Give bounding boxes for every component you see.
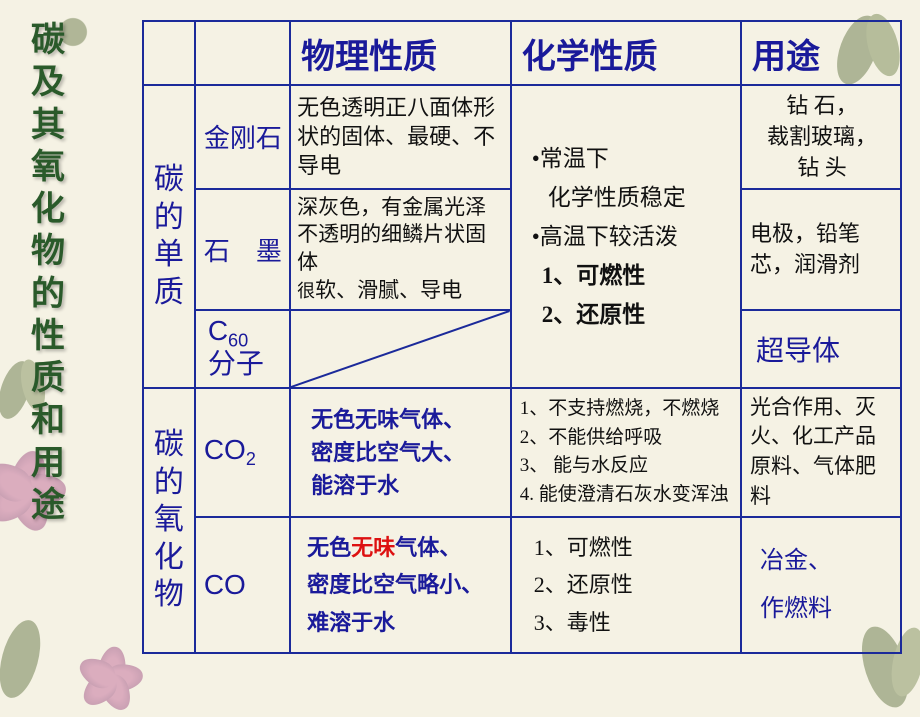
table-row: CO 无色无味气体、 密度比空气略小、 难溶于水 1、可燃性 2、还原性 3、毒… — [143, 517, 901, 653]
physical-c60-empty — [290, 310, 511, 388]
substance-name-graphite: 石 墨 — [195, 189, 290, 310]
title-char: 氧 — [28, 147, 68, 188]
title-char: 及 — [28, 62, 68, 103]
use-co: 冶金、 作燃料 — [748, 537, 894, 633]
substance-name-co2: CO2 — [195, 388, 290, 517]
chemical-elemental-carbon: •常温下 化学性质稳定 •高温下较活泼 1、可燃性 2、还原性 — [518, 139, 734, 334]
title-char: 其 — [28, 105, 68, 146]
title-char: 途 — [28, 485, 68, 526]
header-chemical: 化学性质 — [511, 21, 741, 85]
title-char: 碳 — [28, 20, 68, 61]
title-char: 用 — [28, 443, 68, 484]
physical-co: 无色无味气体、 密度比空气略小、 难溶于水 — [297, 529, 504, 641]
title-char: 和 — [28, 400, 68, 441]
header-empty-1 — [143, 21, 195, 85]
substance-name-c60: C60 分子 — [204, 316, 283, 381]
chem-line: 1、可燃性 — [528, 256, 734, 295]
chem-line: 2、还原性 — [528, 295, 734, 334]
table-row: 碳的氧化物 CO2 无色无味气体、 密度比空气大、 能溶于水 1、不支持燃烧，不… — [143, 388, 901, 517]
chemical-co: 1、可燃性 2、还原性 3、毒性 — [518, 529, 734, 641]
chemical-co2: 1、不支持燃烧，不燃烧 2、不能供给呼吸 3、 能与水反应 4. 能使澄清石灰水… — [518, 395, 734, 509]
chem-line: •高温下较活泼 — [528, 217, 734, 256]
substance-name-diamond: 金刚石 — [195, 85, 290, 189]
use-diamond: 钻 石， 裁割玻璃， 钻 头 — [748, 90, 894, 184]
physical-co2: 无色无味气体、 密度比空气大、 能溶于水 — [297, 403, 504, 502]
header-empty-2 — [195, 21, 290, 85]
table-row: 碳的单质 金刚石 无色透明正八面体形状的固体、最硬、不导电 •常温下 化学性质稳… — [143, 85, 901, 189]
vertical-title: 碳 及 其 氧 化 物 的 性 质 和 用 途 — [28, 20, 68, 526]
phys-line: 很软、滑腻、导电 — [297, 277, 504, 305]
phys-line: 密度比空气略小、 — [307, 566, 504, 603]
chem-line: •常温下 — [528, 139, 734, 178]
diagonal-line-icon — [291, 311, 510, 387]
group-label-carbon-oxides: 碳的氧化物 — [143, 388, 195, 653]
substance-name-co: CO — [195, 517, 290, 653]
decor-flower-2 — [60, 628, 140, 708]
title-char: 化 — [28, 189, 68, 230]
use-c60: 超导体 — [748, 329, 894, 369]
phys-line: 不透明的细鳞片状固体 — [297, 221, 504, 276]
properties-table: 物理性质 化学性质 用途 碳的单质 金刚石 无色透明正八面体形状的固体、最硬、不… — [142, 20, 902, 654]
title-char: 物 — [28, 231, 68, 272]
physical-diamond: 无色透明正八面体形状的固体、最硬、不导电 — [297, 93, 504, 180]
phys-line: 无色无味气体、 — [307, 529, 504, 566]
title-char: 的 — [28, 274, 68, 315]
group-label-elemental-carbon: 碳的单质 — [143, 85, 195, 388]
use-graphite: 电极，铅笔芯，润滑剂 — [748, 218, 894, 280]
header-use: 用途 — [741, 21, 901, 85]
chem-line: 化学性质稳定 — [528, 178, 734, 217]
phys-line: 难溶于水 — [307, 604, 504, 641]
table-header-row: 物理性质 化学性质 用途 — [143, 21, 901, 85]
header-physical: 物理性质 — [290, 21, 511, 85]
phys-line: 深灰色，有金属光泽 — [297, 194, 504, 222]
decor-leaf-bottom-left — [0, 604, 65, 704]
use-co2: 光合作用、灭火、化工产品原料、气体肥料 — [748, 393, 894, 512]
title-char: 质 — [28, 358, 68, 399]
title-char: 性 — [28, 316, 68, 357]
physical-graphite: 深灰色，有金属光泽 不透明的细鳞片状固体 很软、滑腻、导电 — [297, 194, 504, 305]
